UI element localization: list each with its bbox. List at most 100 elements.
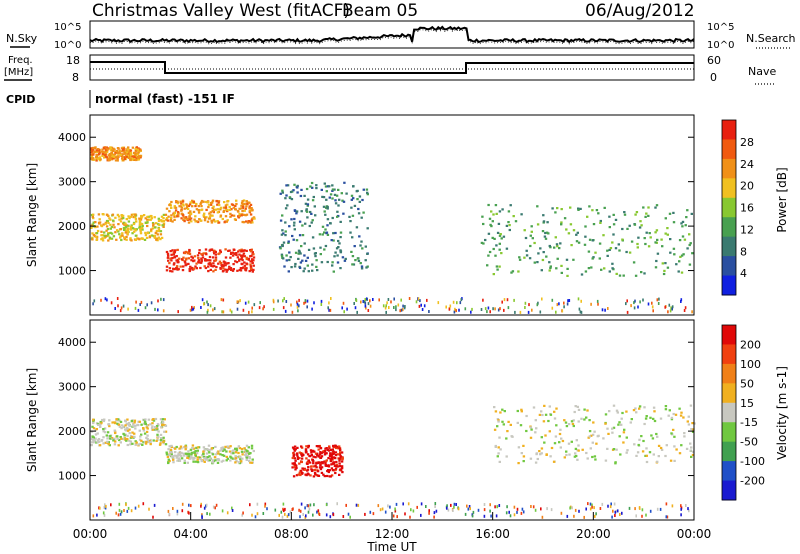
data-pixel (195, 446, 198, 449)
data-pixel (114, 159, 118, 162)
data-pixel (238, 207, 241, 210)
data-pixel (115, 418, 118, 421)
data-pixel (272, 300, 275, 304)
data-pixel (503, 410, 506, 413)
data-pixel (95, 428, 98, 431)
data-pixel (517, 446, 521, 449)
data-pixel (595, 209, 599, 212)
data-pixel (95, 153, 98, 157)
data-pixel (680, 411, 683, 414)
data-pixel (550, 508, 553, 512)
data-pixel (193, 451, 196, 455)
data-pixel (109, 231, 112, 234)
data-pixel (151, 422, 154, 425)
data-pixel (103, 231, 106, 234)
data-pixel (166, 455, 170, 459)
data-pixel (328, 446, 331, 449)
data-pixel (493, 428, 497, 431)
data-pixel (349, 220, 352, 223)
data-pixel (119, 220, 123, 223)
power-cbar-label: Power [dB] (775, 167, 789, 232)
data-pixel (212, 208, 216, 211)
data-pixel (95, 157, 98, 160)
data-pixel (142, 214, 146, 217)
data-pixel (520, 410, 523, 413)
data-pixel (435, 509, 438, 513)
data-pixel (248, 220, 251, 223)
data-pixel (113, 153, 117, 156)
data-pixel (611, 262, 614, 265)
data-pixel (382, 304, 385, 308)
data-pixel (588, 419, 591, 422)
data-pixel (219, 208, 222, 211)
data-pixel (654, 206, 657, 209)
data-pixel (472, 510, 475, 514)
data-pixel (668, 409, 671, 412)
data-pixel (499, 411, 502, 414)
data-pixel (686, 247, 689, 250)
data-pixel (576, 231, 579, 234)
data-pixel (326, 448, 329, 451)
data-pixel (111, 421, 114, 424)
data-pixel (245, 200, 248, 203)
data-pixel (417, 297, 420, 301)
data-pixel (183, 220, 186, 223)
data-pixel (231, 269, 235, 272)
data-pixel (222, 459, 225, 462)
data-pixel (491, 220, 494, 223)
data-pixel (130, 228, 133, 231)
data-pixel (118, 425, 122, 428)
data-pixel (326, 474, 329, 478)
data-pixel (387, 298, 390, 301)
data-pixel (211, 461, 214, 464)
data-pixel (400, 308, 403, 312)
data-pixel (121, 157, 124, 160)
data-pixel (559, 242, 562, 245)
data-pixel (305, 209, 308, 212)
data-pixel (428, 511, 430, 515)
data-pixel (343, 259, 347, 262)
data-pixel (111, 149, 114, 152)
data-pixel (157, 217, 160, 220)
data-pixel (551, 306, 554, 310)
data-pixel (234, 208, 237, 211)
data-pixel (94, 433, 98, 436)
data-pixel (102, 223, 105, 226)
data-pixel (152, 223, 155, 226)
data-pixel (555, 407, 558, 410)
data-pixel (561, 439, 565, 443)
data-pixel (339, 455, 343, 458)
data-pixel (389, 505, 391, 509)
data-pixel (248, 201, 251, 204)
data-pixel (170, 444, 173, 447)
data-pixel (145, 426, 148, 429)
data-pixel (104, 155, 108, 158)
data-pixel (123, 437, 127, 440)
data-pixel (125, 224, 128, 227)
data-pixel (311, 219, 314, 222)
data-pixel (687, 415, 690, 418)
data-pixel (612, 213, 615, 216)
data-pixel (242, 199, 246, 202)
data-pixel (308, 461, 312, 464)
data-pixel (632, 409, 636, 412)
data-pixel (90, 148, 93, 151)
data-pixel (541, 413, 544, 417)
data-pixel (501, 300, 503, 304)
data-pixel (657, 444, 661, 447)
data-pixel (98, 152, 101, 156)
data-pixel (556, 303, 559, 307)
data-pixel (487, 306, 490, 310)
data-pixel (669, 238, 672, 241)
data-pixel (179, 265, 182, 268)
cpid-text: normal (fast) -151 IF (95, 92, 235, 106)
colorbar-swatch (722, 344, 736, 365)
data-pixel (683, 309, 686, 312)
data-pixel (304, 516, 307, 519)
data-pixel (312, 513, 314, 517)
data-pixel (126, 418, 129, 421)
data-pixel (262, 307, 264, 311)
data-pixel (205, 200, 208, 203)
data-pixel (120, 215, 124, 218)
data-pixel (111, 154, 114, 157)
